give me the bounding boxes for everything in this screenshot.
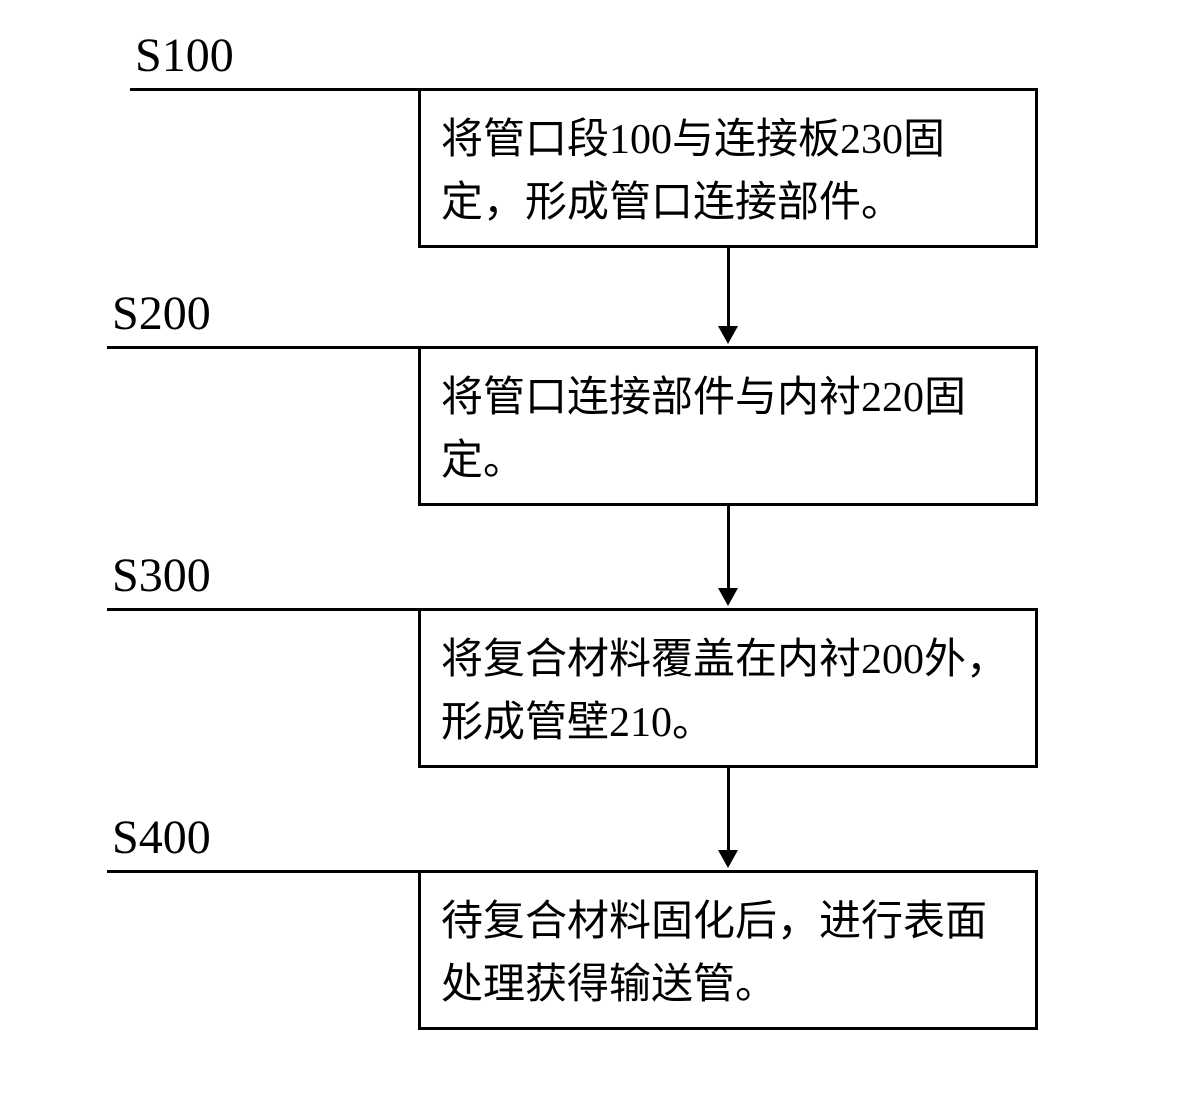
step-label-s300: S300 xyxy=(112,548,211,603)
label-line-s100 xyxy=(130,88,420,91)
label-line-s300 xyxy=(107,608,420,611)
arrow-head-3 xyxy=(718,850,738,868)
step-box-s200: 将管口连接部件与内衬220固定。 xyxy=(418,346,1038,506)
step-box-s100: 将管口段100与连接板230固定，形成管口连接部件。 xyxy=(418,88,1038,248)
arrow-line-1 xyxy=(727,248,730,326)
step-box-s400: 待复合材料固化后，进行表面处理获得输送管。 xyxy=(418,870,1038,1030)
flowchart-container: S100 将管口段100与连接板230固定，形成管口连接部件。 S200 将管口… xyxy=(0,0,1188,1106)
label-line-s400 xyxy=(107,870,420,873)
step-box-s300: 将复合材料覆盖在内衬200外，形成管壁210。 xyxy=(418,608,1038,768)
arrow-head-2 xyxy=(718,588,738,606)
label-line-s200 xyxy=(107,346,420,349)
step-label-s400: S400 xyxy=(112,810,211,865)
step-label-s100: S100 xyxy=(135,28,234,83)
arrow-line-2 xyxy=(727,506,730,588)
arrow-line-3 xyxy=(727,768,730,850)
arrow-head-1 xyxy=(718,326,738,344)
step-label-s200: S200 xyxy=(112,286,211,341)
